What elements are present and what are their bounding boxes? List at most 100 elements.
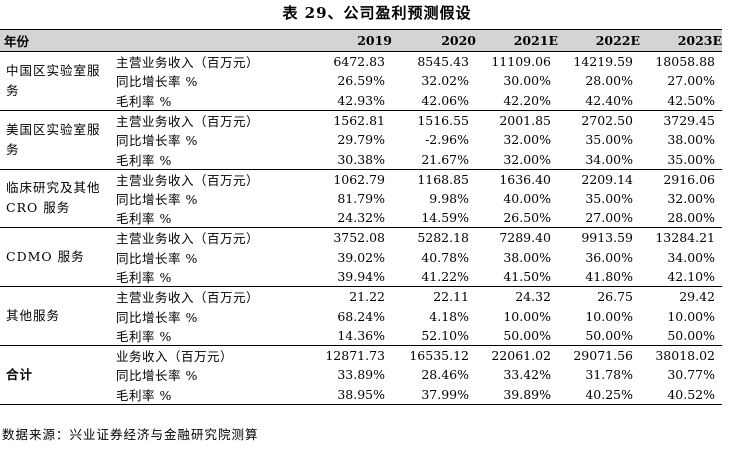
table-row: 同比增长率 % 33.89% 28.46% 33.42% 31.78% 30.77% [0, 365, 722, 385]
value-cell: 26.75 [558, 286, 641, 307]
value-cell: 38.00% [503, 249, 552, 265]
value-cell: 9.98% [429, 190, 470, 206]
value-cell: -2.96% [425, 132, 470, 148]
metric-label: 主营业务收入（百万元） [112, 168, 315, 189]
value-cell: 32.00% [667, 190, 716, 206]
header-year: 2022E [558, 29, 641, 52]
value-cell: 28.46% [421, 367, 470, 383]
value-cell: 18058.88 [640, 51, 723, 72]
value-cell: 2209.14 [558, 168, 641, 189]
header-year: 2020 [392, 29, 477, 52]
value-cell: 35.00% [585, 132, 634, 148]
table-row: 同比增长率 % 39.02% 40.78% 38.00% 36.00% 34.00% [0, 247, 722, 267]
segment-label: 其他服务 [0, 286, 112, 346]
segment-label: 合计 [0, 344, 112, 405]
segment-label: CDMO 服务 [0, 227, 112, 287]
segment-label: 临床研究及其他 CRO 服务 [0, 168, 112, 228]
value-cell: 2916.06 [640, 168, 723, 189]
value-cell: 30.00% [503, 73, 552, 89]
value-cell: 28.00% [585, 73, 634, 89]
value-cell: 38.00% [667, 132, 716, 148]
value-cell: 31.78% [585, 367, 634, 383]
forecast-table: 年份 2019 2020 2021E 2022E 2023E 中国区实验室服务主… [0, 29, 723, 405]
value-cell: 1062.79 [314, 168, 393, 189]
metric-label: 同比增长率 % [116, 74, 198, 90]
metric-label: 毛利率 % [112, 384, 315, 405]
metric-label: 毛利率 % [116, 328, 172, 344]
value-cell: 37.99% [392, 384, 477, 405]
metric-label: 同比增长率 % [116, 368, 198, 384]
table-row: 合计 业务收入（百万元） 12871.73 16535.12 22061.02 29071… [0, 344, 723, 405]
value-cell: 32.00% [503, 132, 552, 148]
value-cell: 6472.83 [314, 51, 393, 72]
value-cell: 34.00% [585, 151, 634, 167]
value-cell: 27.00% [585, 210, 634, 226]
metric-label: 同比增长率 % [116, 250, 198, 266]
segment-label: 美国区实验室服务 [0, 109, 112, 170]
table-row: 毛利率 % 38.95% 37.99% 39.89% 40.25% 40.52% [0, 384, 723, 405]
value-cell: 28.00% [667, 210, 716, 226]
table-row: 毛利率 % 14.36% 52.10% 50.00% 50.00% 50.00% [0, 326, 722, 346]
value-cell: 24.32 [476, 286, 559, 307]
metric-label: 业务收入（百万元） [112, 344, 315, 365]
table-title: 表 29、公司盈利预测假设 [282, 4, 472, 22]
metric-label: 毛利率 % [116, 152, 172, 168]
value-cell: 14219.59 [558, 51, 641, 72]
value-cell: 29.79% [337, 132, 386, 148]
value-cell: 3729.45 [640, 109, 723, 130]
value-cell: 33.89% [337, 367, 386, 383]
value-cell: 30.38% [337, 151, 386, 167]
value-cell: 1636.40 [476, 168, 559, 189]
value-cell: 14.36% [337, 327, 386, 343]
value-cell: 42.06% [421, 92, 470, 108]
value-cell: 4.18% [429, 308, 470, 324]
value-cell: 2702.50 [558, 109, 641, 130]
value-cell: 42.10% [667, 269, 716, 285]
value-cell: 29071.56 [558, 344, 641, 365]
header-segment: 年份 [0, 29, 315, 52]
value-cell: 11109.06 [476, 51, 559, 72]
value-cell: 1168.85 [392, 168, 477, 189]
value-cell: 40.00% [503, 190, 552, 206]
value-cell: 22.11 [392, 286, 477, 307]
value-cell: 12871.73 [314, 344, 393, 365]
table-row: 其他服务 主营业务收入（百万元） 21.22 22.11 24.32 26.75 29.42 [0, 286, 723, 346]
value-cell: 52.10% [421, 327, 470, 343]
value-cell: 42.50% [667, 92, 716, 108]
value-cell: 26.59% [337, 73, 386, 89]
metric-label: 毛利率 % [116, 270, 172, 286]
value-cell: 50.00% [585, 327, 634, 343]
value-cell: 35.00% [667, 151, 716, 167]
value-cell: 41.50% [503, 269, 552, 285]
value-cell: 10.00% [585, 308, 634, 324]
value-cell: 1562.81 [314, 109, 393, 130]
value-cell: 29.42 [640, 286, 723, 307]
table-row: 毛利率 % 39.94% 41.22% 41.50% 41.80% 42.10% [0, 267, 722, 287]
value-cell: 3752.08 [314, 227, 393, 248]
value-cell: 32.02% [421, 73, 470, 89]
value-cell: 39.94% [337, 269, 386, 285]
value-cell: 39.02% [337, 249, 386, 265]
source-note: 数据来源：兴业证券经济与金融研究院测算 [2, 427, 259, 442]
value-cell: 1516.55 [392, 109, 477, 130]
value-cell: 50.00% [503, 327, 552, 343]
value-cell: 34.00% [667, 249, 716, 265]
value-cell: 42.20% [503, 92, 552, 108]
value-cell: 2001.85 [476, 109, 559, 130]
value-cell: 21.22 [314, 286, 393, 307]
table-row: 中国区实验室服务 主营业务收入（百万元） 6472.83 8545.43 11109.0… [0, 51, 723, 111]
value-cell: 9913.59 [558, 227, 641, 248]
table-row: 同比增长率 % 81.79% 9.98% 40.00% 35.00% 32.00% [0, 189, 722, 209]
metric-label: 同比增长率 % [116, 133, 198, 149]
value-cell: 40.78% [421, 249, 470, 265]
metric-label: 毛利率 % [116, 211, 172, 227]
value-cell: 7289.40 [476, 227, 559, 248]
value-cell: 14.59% [421, 210, 470, 226]
value-cell: 42.93% [337, 92, 386, 108]
segment-label: 中国区实验室服务 [0, 51, 112, 111]
header-row: 年份 2019 2020 2021E 2022E 2023E [0, 29, 723, 52]
value-cell: 40.25% [558, 384, 641, 405]
metric-label: 主营业务收入（百万元） [112, 109, 315, 130]
value-cell: 27.00% [667, 73, 716, 89]
table-row: 毛利率 % 30.38% 21.67% 32.00% 34.00% 35.00% [0, 149, 722, 169]
